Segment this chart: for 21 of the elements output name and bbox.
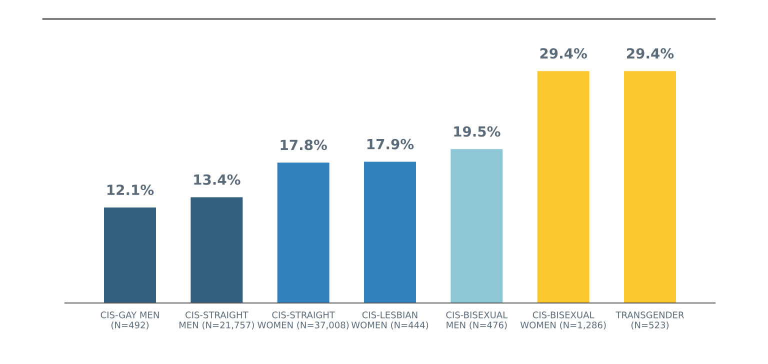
- bar: [624, 71, 676, 303]
- bar: [277, 162, 330, 303]
- x-tick-label: TRANSGENDER (N=523): [616, 311, 684, 330]
- bar: [104, 208, 156, 303]
- data-label: 17.9%: [367, 138, 414, 150]
- x-tick-label: CIS-BISEXUAL MEN (N=476): [446, 311, 508, 330]
- x-tick-label: CIS-STRAIGHT WOMEN (N=37,008): [258, 311, 349, 330]
- x-tick-label: CIS-GAY MEN (N=492): [100, 311, 159, 330]
- data-label: 19.5%: [454, 126, 500, 137]
- data-label: 29.4%: [627, 48, 674, 59]
- x-tick-label: CIS-BISEXUAL WOMEN (N=1,286): [520, 311, 606, 330]
- bar: [190, 197, 243, 303]
- x-tick-label: CIS-LESBIAN WOMEN (N=444): [351, 311, 428, 330]
- data-label: 29.4%: [540, 48, 587, 59]
- data-label: 17.8%: [280, 140, 327, 150]
- x-tick-label: CIS-STRAIGHT MEN (N=21,757): [180, 311, 254, 330]
- bar: [364, 162, 416, 303]
- data-label: 13.4%: [194, 174, 240, 185]
- data-label: 12.1%: [107, 184, 154, 196]
- bar: [537, 71, 590, 303]
- bar: [450, 149, 503, 303]
